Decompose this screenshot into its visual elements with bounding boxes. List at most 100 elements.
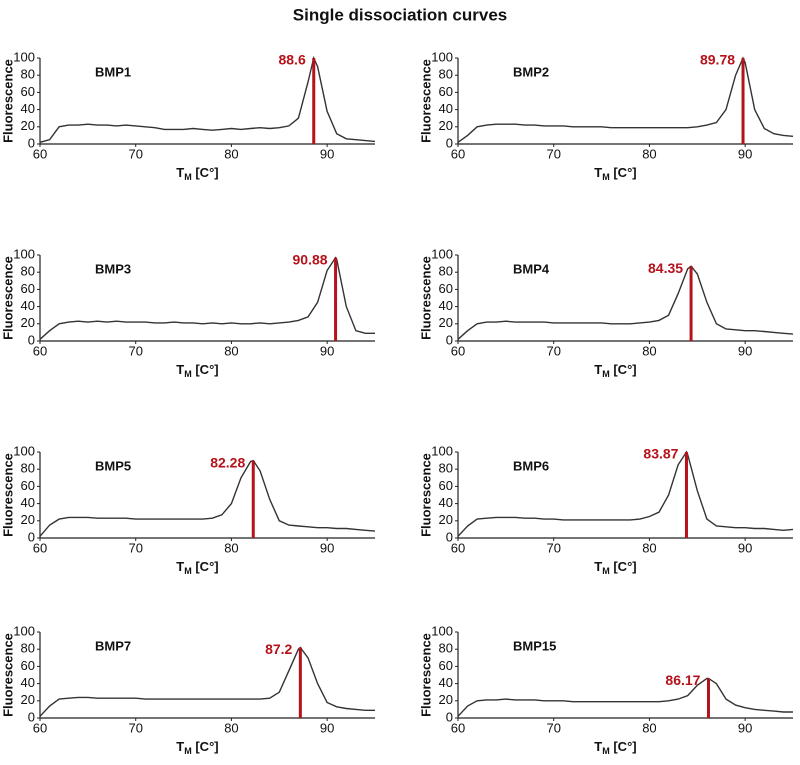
peak-label: 87.2 (265, 641, 292, 657)
panel-label: BMP7 (95, 638, 131, 653)
y-tick-label: 100 (13, 443, 35, 458)
panel: 0 20 40 60 80 100 60 70 80 90 Fluorescence TM [C°] B… (0, 49, 376, 182)
y-tick-label: 20 (21, 118, 35, 133)
y-tick-label: 100 (13, 49, 35, 64)
x-tick-label: 70 (128, 540, 142, 555)
y-tick-label: 0 (446, 332, 453, 347)
x-axis-label-part: [C°] (610, 739, 637, 754)
x-tick-label: 70 (546, 343, 560, 358)
panel: 0 20 40 60 80 100 60 70 80 90 Fluorescence TM [C°] B… (0, 623, 375, 756)
y-tick-label: 60 (439, 478, 453, 493)
x-axis-label-part: M (602, 566, 610, 576)
y-axis-label: Fluorescence (0, 256, 15, 340)
x-axis-label: TM [C°] (176, 362, 218, 379)
x-tick-label: 80 (642, 146, 656, 161)
x-axis-label-part: M (602, 746, 610, 756)
y-tick-label: 100 (13, 623, 35, 638)
panel: 0 20 40 60 80 100 60 70 80 90 Fluorescence TM [C°] B… (0, 443, 376, 576)
x-tick-label: 90 (320, 146, 334, 161)
x-tick-label: 90 (738, 720, 752, 735)
curve (39, 459, 376, 537)
x-tick-label: 60 (451, 146, 465, 161)
y-tick-label: 60 (21, 478, 35, 493)
x-tick-label: 80 (224, 720, 238, 735)
x-axis-label-part: [C°] (192, 559, 219, 574)
x-tick-label: 70 (546, 146, 560, 161)
curve (457, 450, 794, 537)
x-axis-label-part: T (176, 165, 184, 180)
y-tick-label: 20 (21, 315, 35, 330)
x-tick-label: 80 (224, 540, 238, 555)
x-tick-label: 80 (642, 343, 656, 358)
curve (39, 646, 375, 717)
x-tick-label: 70 (128, 146, 142, 161)
y-tick-label: 0 (446, 135, 453, 150)
y-tick-label: 40 (439, 298, 453, 313)
peak-label: 82.28 (210, 454, 245, 470)
y-tick-label: 80 (21, 641, 35, 656)
y-tick-label: 20 (439, 118, 453, 133)
x-axis-label-part: M (184, 746, 192, 756)
panel: 0 20 40 60 80 100 60 70 80 90 Fluorescence TM [C°] B… (418, 623, 793, 756)
y-tick-label: 0 (28, 135, 35, 150)
x-axis-label-part: T (594, 559, 602, 574)
y-tick-label: 20 (439, 692, 453, 707)
panel: 0 20 40 60 80 100 60 70 80 90 Fluorescence TM [C°] B… (418, 443, 794, 576)
x-axis-label-part: T (594, 739, 602, 754)
y-axis-label: Fluorescence (418, 453, 433, 537)
y-tick-label: 80 (439, 264, 453, 279)
peak-label: 90.88 (293, 251, 328, 267)
x-tick-label: 60 (33, 720, 47, 735)
y-tick-label: 80 (439, 461, 453, 476)
y-axis-label: Fluorescence (0, 59, 15, 143)
x-axis-label: TM [C°] (594, 739, 636, 756)
peak-label: 89.78 (700, 52, 735, 68)
y-tick-label: 100 (13, 246, 35, 261)
y-tick-label: 40 (439, 101, 453, 116)
y-tick-label: 100 (431, 49, 453, 64)
x-axis-label-part: T (176, 362, 184, 377)
x-axis-label-part: M (184, 172, 192, 182)
x-tick-label: 90 (738, 343, 752, 358)
x-tick-label: 60 (33, 540, 47, 555)
x-tick-label: 80 (224, 146, 238, 161)
y-tick-label: 0 (28, 709, 35, 724)
panel: 0 20 40 60 80 100 60 70 80 90 Fluorescence TM [C°] B… (418, 246, 794, 379)
panel-label: BMP4 (513, 261, 550, 276)
x-tick-label: 60 (33, 343, 47, 358)
y-tick-label: 60 (21, 658, 35, 673)
peak-label: 88.6 (278, 52, 305, 68)
x-tick-label: 80 (224, 343, 238, 358)
x-axis-label-part: [C°] (610, 165, 637, 180)
y-tick-label: 0 (28, 332, 35, 347)
x-tick-label: 90 (738, 540, 752, 555)
y-tick-label: 40 (21, 495, 35, 510)
x-axis-label-part: M (184, 566, 192, 576)
y-tick-label: 0 (28, 529, 35, 544)
y-tick-label: 80 (21, 67, 35, 82)
x-tick-label: 70 (128, 720, 142, 735)
panel-label: BMP5 (95, 458, 131, 473)
figure-title: Single dissociation curves (293, 5, 507, 24)
x-tick-label: 90 (738, 146, 752, 161)
x-axis-label-part: M (184, 369, 192, 379)
y-tick-label: 40 (439, 675, 453, 690)
y-tick-label: 60 (439, 281, 453, 296)
y-tick-label: 20 (439, 512, 453, 527)
x-tick-label: 80 (642, 720, 656, 735)
y-tick-label: 20 (439, 315, 453, 330)
panel-label: BMP1 (95, 64, 131, 79)
panel-label: BMP15 (513, 638, 556, 653)
x-axis-label: TM [C°] (176, 559, 218, 576)
y-tick-label: 0 (446, 529, 453, 544)
x-axis-label-part: [C°] (610, 362, 637, 377)
y-tick-label: 60 (439, 84, 453, 99)
x-tick-label: 90 (320, 540, 334, 555)
x-axis-label-part: M (602, 172, 610, 182)
x-tick-label: 70 (546, 720, 560, 735)
x-tick-label: 70 (546, 540, 560, 555)
x-tick-label: 60 (451, 720, 465, 735)
x-axis-label-part: [C°] (192, 362, 219, 377)
panel-label: BMP2 (513, 64, 549, 79)
